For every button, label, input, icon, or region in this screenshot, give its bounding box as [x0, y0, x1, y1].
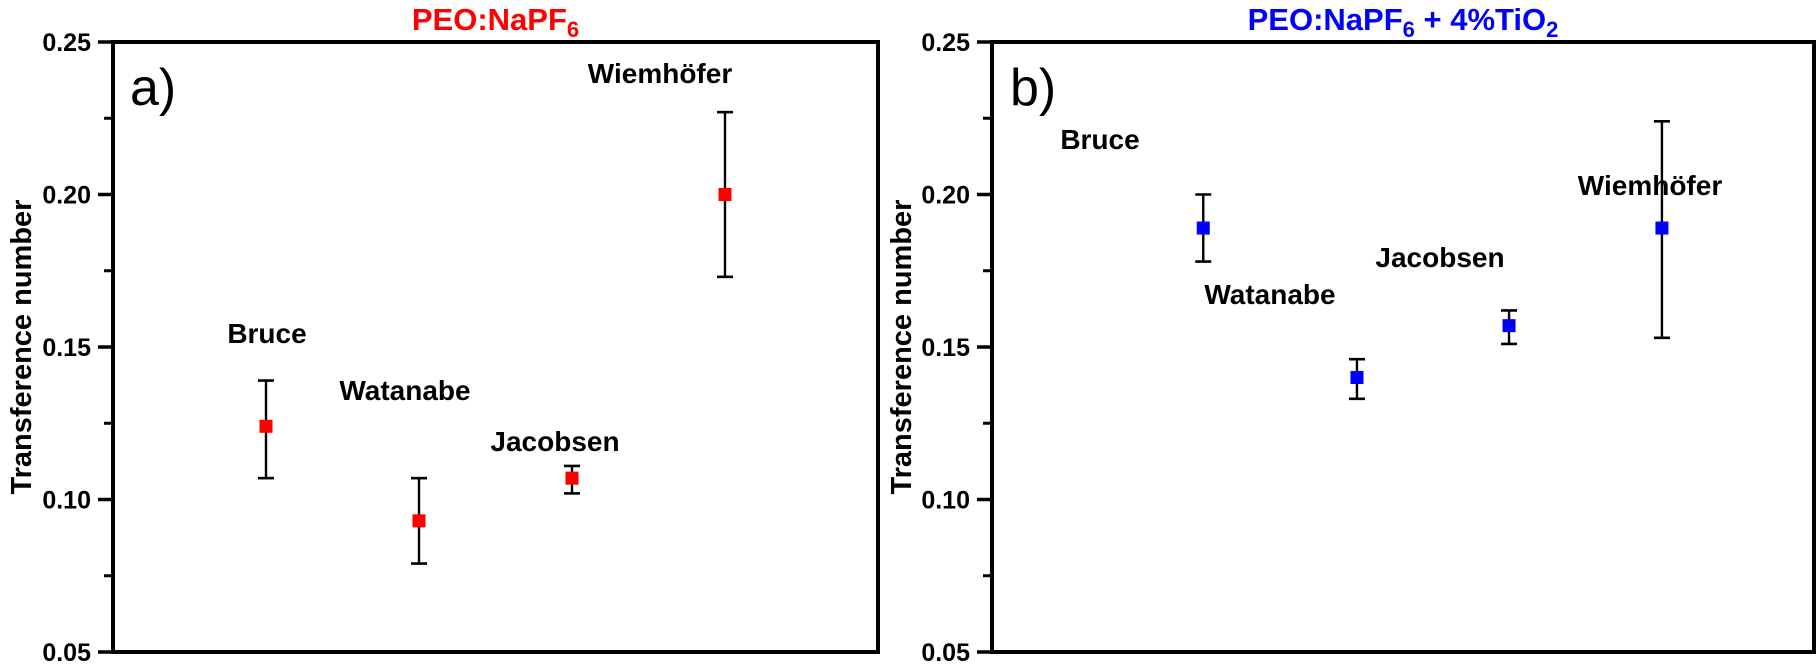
y-tick-label: 0.20 — [42, 182, 91, 210]
panel-label-b: b) — [1010, 59, 1057, 117]
data-point-bruce — [259, 419, 273, 433]
y-tick-label: 0.05 — [42, 639, 91, 667]
panel-a-title: PEO:NaPF6 — [113, 0, 878, 43]
data-point-jacobsen — [1502, 319, 1516, 333]
y-tick-label: 0.10 — [42, 487, 91, 515]
y-tick-label: 0.20 — [921, 182, 970, 210]
y-tick-label: 0.15 — [42, 334, 91, 362]
data-point-watanabe — [412, 514, 426, 528]
point-label-watanabe: Watanabe — [1204, 279, 1335, 310]
point-label-jacobsen: Jacobsen — [490, 426, 619, 457]
panel-b-title: PEO:NaPF6 + 4%TiO2 — [992, 0, 1814, 43]
point-label-wiemhfer: Wiemhöfer — [1578, 170, 1723, 201]
title-text-segment: PEO:NaPF — [1247, 2, 1403, 37]
data-point-jacobsen — [565, 471, 579, 485]
title-text-segment: PEO:NaPF — [411, 2, 567, 37]
y-tick-label: 0.15 — [921, 334, 970, 362]
title-text-segment: + 4%TiO — [1414, 2, 1547, 37]
data-point-wiemhfer — [1655, 221, 1669, 235]
data-point-bruce — [1196, 221, 1210, 235]
point-label-jacobsen: Jacobsen — [1375, 242, 1504, 273]
point-label-watanabe: Watanabe — [339, 375, 470, 406]
panel-label-a: a) — [130, 59, 177, 117]
data-point-wiemhfer — [718, 188, 732, 201]
point-label-bruce: Bruce — [1060, 124, 1139, 155]
point-label-wiemhfer: Wiemhöfer — [588, 58, 733, 89]
title-subscript: 6 — [566, 17, 580, 43]
y-tick-label: 0.25 — [42, 29, 91, 57]
y-tick-label: 0.10 — [921, 487, 970, 515]
point-label-bruce: Bruce — [227, 318, 306, 349]
y-tick-label: 0.05 — [921, 639, 970, 667]
title-subscript: 2 — [1546, 17, 1559, 43]
data-point-watanabe — [1350, 371, 1364, 384]
title-subscript: 6 — [1402, 17, 1415, 43]
y-tick-label: 0.25 — [921, 29, 970, 57]
